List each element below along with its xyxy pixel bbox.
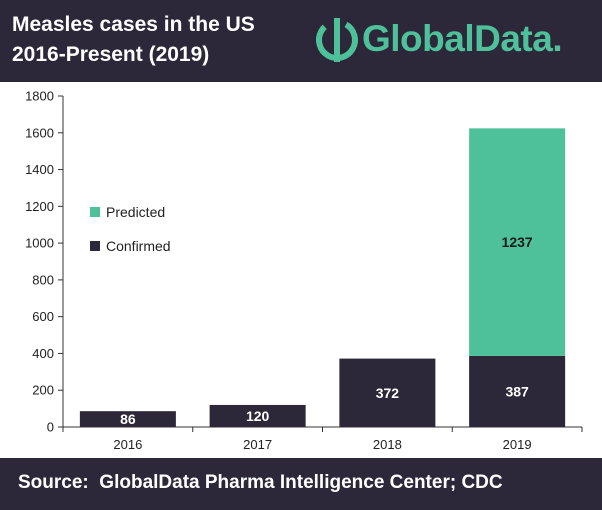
legend-label-confirmed: Confirmed (106, 238, 171, 254)
y-tick-label: 1000 (25, 236, 54, 251)
bar-chart: 0 200 400 600 800 1000 1200 1400 1600 1800 2016 201… (25, 89, 583, 452)
data-label: 387 (505, 383, 529, 399)
y-tick-label: 1800 (25, 89, 54, 104)
footer-banner: Source: GlobalData Pharma Intelligence C… (0, 458, 602, 510)
bar-confirmed-2018 (339, 358, 436, 427)
y-tick-label: 200 (32, 383, 54, 398)
logo-text: GlobalData. (362, 18, 563, 59)
x-tick-label: 2018 (373, 437, 402, 452)
bar-confirmed-2017 (209, 404, 306, 427)
data-label: 1237 (502, 234, 533, 250)
chart-axes: 0 200 400 600 800 1000 1200 1400 1600 1800 2016 201… (25, 89, 583, 452)
legend-label-predicted: Predicted (106, 204, 165, 220)
y-tick-label: 1400 (25, 162, 54, 177)
bar-predicted-2019 (469, 128, 566, 356)
y-tick-label: 0 (47, 420, 54, 435)
bar-confirmed-2016 (79, 411, 176, 427)
y-tick-label: 1600 (25, 125, 54, 140)
chart-area: 0 200 400 600 800 1000 1200 1400 1600 1800 2016 201… (0, 82, 602, 458)
source-text: Source: GlobalData Pharma Intelligence C… (18, 472, 503, 493)
data-label: 86 (120, 411, 136, 427)
y-tick-label: 400 (32, 346, 54, 361)
x-tick-label: 2017 (243, 437, 272, 452)
y-tick-label: 800 (32, 272, 54, 287)
legend-swatch-predicted (90, 207, 100, 217)
y-tick-label: 1200 (25, 199, 54, 214)
legend-swatch-confirmed (90, 241, 100, 251)
globaldata-logo-icon (316, 18, 358, 62)
x-tick-label: 2016 (113, 437, 142, 452)
data-label: 372 (376, 385, 400, 401)
title-line-1: Measles cases in the US (12, 13, 255, 36)
y-tick-label: 600 (32, 309, 54, 324)
chart-legend: Predicted Confirmed (90, 204, 171, 254)
x-tick-label: 2019 (503, 437, 532, 452)
bar-confirmed-2019 (469, 355, 566, 427)
title-line-2: 2016-Present (2019) (12, 43, 210, 66)
data-label: 120 (246, 408, 270, 424)
header-banner: Measles cases in the US 2016-Present (20… (0, 0, 602, 82)
chart-bars: 86 120 372 387 1237 (79, 128, 566, 427)
chart-title: Measles cases in the US 2016-Present (20… (12, 10, 255, 70)
